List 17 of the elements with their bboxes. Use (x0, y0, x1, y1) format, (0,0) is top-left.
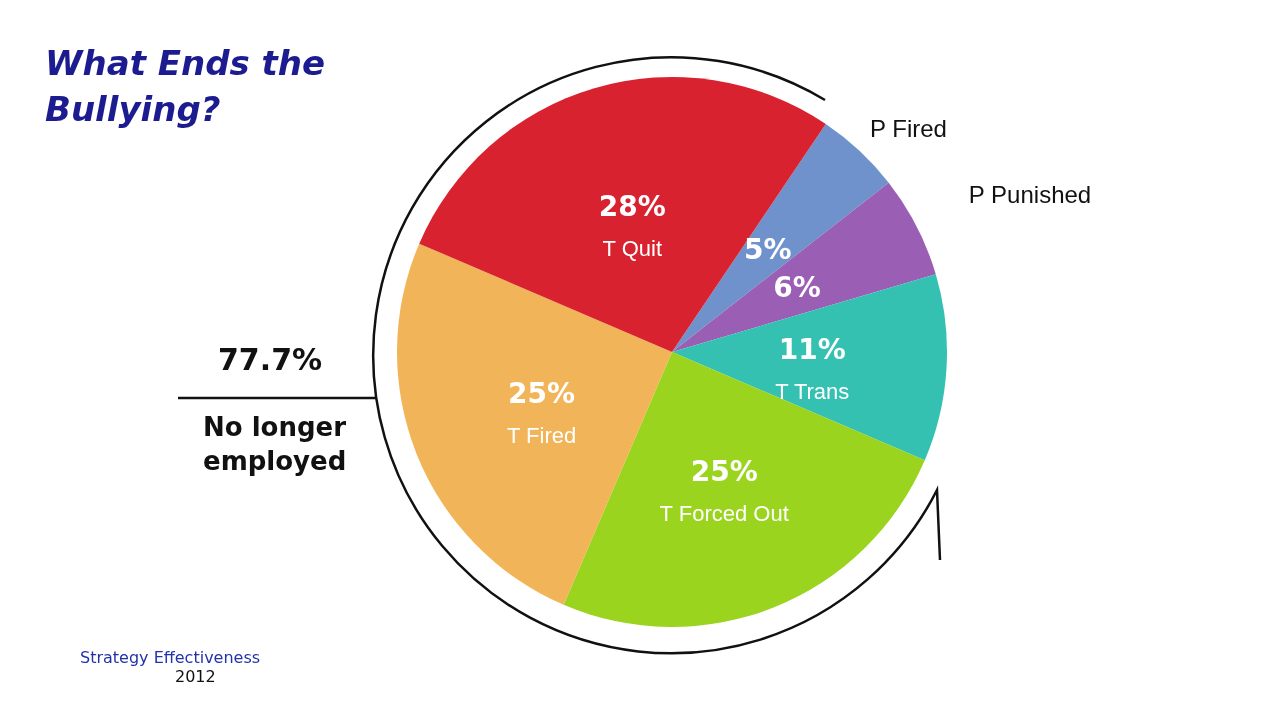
text: No longer employed (203, 411, 347, 476)
slice-label: T Quit (602, 235, 663, 261)
data-label: 5% (744, 232, 792, 266)
slice-label: T Trans (775, 378, 850, 404)
chart-title: What Ends the Bullying? (45, 43, 326, 129)
slice-label: T Fired (506, 422, 577, 448)
data-label: 25% (690, 454, 758, 488)
text: Strategy Effectiveness (80, 647, 261, 667)
text: 2012 (175, 666, 216, 686)
data-label: 6% (773, 271, 821, 305)
text: 77.7% (218, 342, 323, 377)
slice-label: T Forced Out (659, 500, 789, 526)
slice-label: P Punished (968, 180, 1092, 208)
slice-label: P Fired (870, 115, 947, 143)
data-label: 28% (598, 189, 666, 223)
data-label: 11% (778, 332, 846, 366)
data-label: 25% (508, 376, 576, 410)
